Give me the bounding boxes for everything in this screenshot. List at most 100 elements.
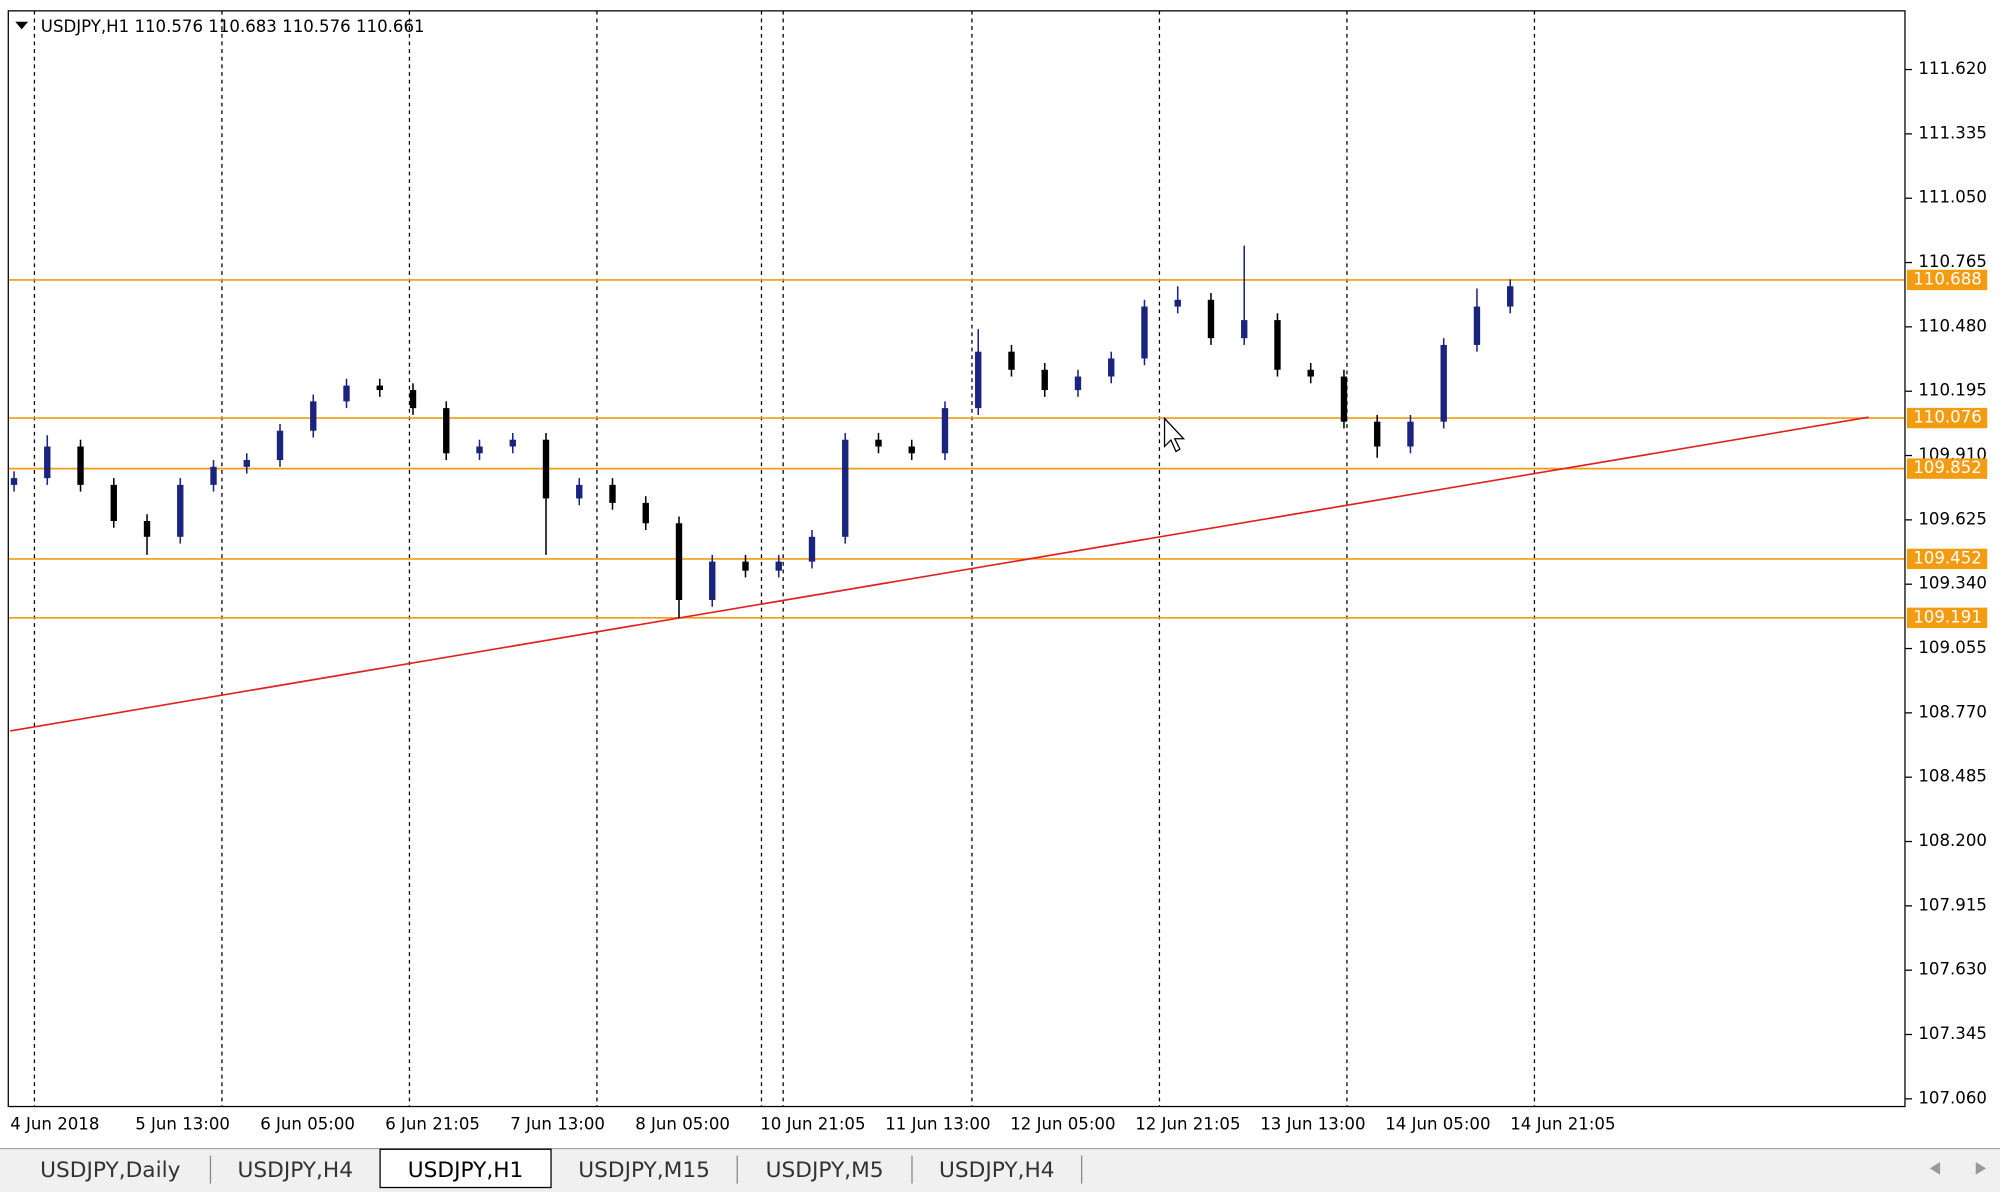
time-label: 14 Jun 05:00 [1385,1115,1490,1134]
trend-line [10,416,1869,732]
level-label: 109.452 [1913,548,1982,567]
time-label: 12 Jun 21:05 [1135,1115,1240,1134]
price-tick-label: 107.915 [1918,895,1987,914]
mouse-cursor [1163,416,1186,453]
candle-body [1440,344,1447,422]
tab-label[interactable]: USDJPY,H4 [939,1158,1055,1183]
candle-body [1074,376,1082,391]
candle-body [10,478,18,485]
plot-area [8,10,1905,1107]
candle-body [1340,376,1348,422]
candle-body [808,536,816,562]
candle-body [1041,369,1048,391]
tab-label[interactable]: USDJPY,Daily [40,1158,180,1183]
price-tick-label: 110.765 [1918,252,1987,271]
price-tick-label: 108.485 [1918,767,1987,786]
candle-body [77,446,84,485]
price-tick-label: 111.050 [1918,188,1987,207]
candle-body [276,430,284,461]
candle-body [775,561,782,571]
price-tick-label: 107.630 [1918,960,1987,979]
candle-body [941,408,949,454]
candle-body [875,439,882,447]
price-tick-label: 108.770 [1918,702,1987,721]
candle-body [409,390,417,409]
candle-body [210,466,217,485]
price-tick-label: 111.620 [1918,59,1987,78]
candle-body [908,446,915,454]
candle-body [842,439,849,537]
price-tick-label: 109.055 [1918,638,1987,657]
candle-body [343,385,350,402]
candle-body [509,439,516,447]
candle-body [1207,299,1215,339]
open-value: 110.576 [134,16,203,35]
time-label: 13 Jun 13:00 [1260,1115,1365,1134]
candle-body [1141,306,1148,359]
level-label-bg [1906,407,1988,429]
level-label-bg [1906,269,1988,291]
time-label: 7 Jun 13:00 [510,1115,605,1134]
candle-body [476,446,483,454]
candle-body [1241,320,1248,339]
tab-label[interactable]: USDJPY,H1 [408,1158,524,1183]
level-label: 110.076 [1913,408,1982,427]
time-label: 8 Jun 05:00 [635,1115,730,1134]
close-value: 110.661 [356,16,425,35]
candle-body [110,484,117,521]
candle-body [1374,421,1381,447]
menu-arrow[interactable] [15,21,29,30]
candle-body [143,520,151,537]
price-tick-label: 110.480 [1918,316,1987,335]
price-tick-label: 111.335 [1918,123,1987,142]
scroll-left[interactable] [1929,1162,1941,1175]
time-label: 6 Jun 21:05 [385,1115,480,1134]
candle-body [310,401,317,431]
scroll-right[interactable] [1975,1162,1986,1175]
candle-body [1407,421,1414,447]
level-label-bg [1906,458,1988,479]
tab-bar [0,1149,2000,1192]
time-label: 11 Jun 13:00 [885,1115,990,1134]
chart-header: USDJPY,H1 110.576 110.683 110.576 110.66… [41,16,425,35]
candle-body [1307,369,1314,377]
candle-body [243,460,250,467]
candle-body [44,446,51,479]
price-tick-label: 108.200 [1918,831,1987,850]
level-label-bg [1906,607,1988,629]
level-label: 109.852 [1913,458,1982,477]
candle-body [709,561,716,600]
tab-label[interactable]: USDJPY,M5 [766,1158,884,1183]
symbol: USDJPY,H1 [41,16,129,35]
time-label: 5 Jun 13:00 [135,1115,230,1134]
candle-body [1473,306,1481,345]
time-label: 10 Jun 21:05 [760,1115,865,1134]
low-value: 110.576 [282,16,351,35]
candle-body [1174,299,1181,307]
candle-body [742,561,749,571]
price-tick-label: 107.345 [1918,1024,1987,1043]
tab-active[interactable] [379,1148,552,1189]
candle-body [542,439,550,499]
candle-body [675,523,683,600]
level-label: 109.191 [1913,607,1982,626]
candle-body [576,484,583,499]
candle-body [177,484,184,537]
candle-body [443,408,450,454]
tab-label[interactable]: USDJPY,M15 [578,1158,710,1183]
candle-body [376,385,383,391]
time-label: 12 Jun 05:00 [1010,1115,1115,1134]
price-tick-label: 109.340 [1918,574,1987,593]
price-tick-label: 109.625 [1918,509,1987,528]
time-label: 6 Jun 05:00 [260,1115,355,1134]
candle-body [1108,358,1115,377]
candle-body [1008,351,1015,370]
tab-label[interactable]: USDJPY,H4 [238,1158,354,1183]
candle-body [1274,320,1281,370]
price-tick-label: 107.060 [1918,1088,1987,1107]
time-label: 14 Jun 21:05 [1510,1115,1615,1134]
level-label: 110.688 [1913,269,1982,288]
candle-body [609,484,616,503]
